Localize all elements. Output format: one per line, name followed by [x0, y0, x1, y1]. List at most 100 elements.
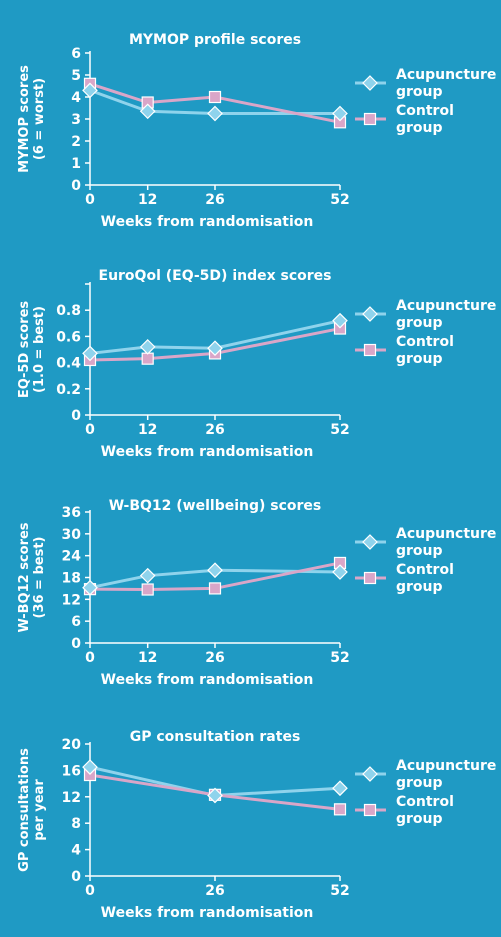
legend-marker-control	[363, 343, 377, 357]
y-axis-label: per year	[32, 779, 47, 841]
y-tick-label: 0.6	[56, 329, 81, 345]
legend-label-control: group	[396, 579, 443, 595]
legend-marker-acupuncture	[362, 534, 378, 550]
data-point-acupuncture	[82, 759, 98, 775]
y-tick-label: 5	[71, 68, 81, 84]
y-axis-label: (1.0 = best)	[32, 306, 47, 393]
chart-title: EuroQol (EQ-5D) index scores	[99, 268, 332, 284]
chart-title: GP consultation rates	[130, 729, 301, 745]
y-tick-label: 0	[71, 408, 81, 424]
series-line-acupuncture	[89, 319, 341, 355]
data-point-acupuncture	[332, 564, 348, 580]
data-point-acupuncture	[332, 780, 348, 797]
legend-label-acupuncture: Acupuncture	[396, 758, 496, 774]
y-tick-label: 36	[62, 505, 81, 521]
x-tick-label: 26	[205, 192, 224, 208]
legend-marker-control	[363, 571, 377, 585]
legend-marker-acupuncture	[362, 306, 378, 322]
x-tick-label: 26	[205, 650, 224, 666]
y-tick-label: 0.2	[56, 382, 81, 398]
data-point-acupuncture	[207, 105, 223, 122]
y-axis-label: MYMOP scores	[17, 65, 32, 173]
x-tick-label: 52	[330, 650, 349, 666]
data-point-control	[208, 582, 222, 595]
y-tick-label: 1	[71, 156, 81, 172]
chart-panel-2: EuroQol (EQ-5D) index scores 0 0.2 0.4 0.6 0.…	[17, 268, 496, 460]
data-point-acupuncture	[82, 345, 98, 362]
x-tick-label: 52	[330, 883, 349, 899]
legend-label-acupuncture: Acupuncture	[396, 526, 496, 542]
data-point-acupuncture	[139, 567, 156, 584]
x-tick-label: 52	[330, 422, 349, 438]
y-tick-label: 18	[62, 571, 81, 587]
x-tick-label: 0	[85, 422, 95, 438]
y-tick-label: 24	[62, 549, 82, 565]
data-point-acupuncture	[139, 103, 156, 120]
y-tick-label: 4	[71, 843, 81, 859]
x-tick-label: 52	[330, 192, 349, 208]
y-tick-label: 12	[62, 790, 81, 806]
y-axis-label: (6 = worst)	[32, 78, 47, 160]
legend-marker-control	[363, 112, 377, 126]
series-line-acupuncture	[89, 88, 340, 115]
legend-marker-control	[363, 803, 377, 817]
data-point-acupuncture	[332, 312, 348, 329]
x-tick-label: 26	[205, 422, 224, 438]
legend-label-control: group	[396, 351, 443, 367]
data-point-control	[333, 803, 347, 816]
x-tick-label: 0	[85, 650, 95, 666]
chart-panel-3: W-BQ12 (wellbeing) scores 0 6 12 18 24 30 36 0 12…	[17, 498, 496, 688]
legend-label-control: Control	[396, 794, 454, 810]
y-tick-label: 0.8	[56, 303, 81, 319]
data-point-control	[141, 352, 154, 365]
data-point-control	[141, 583, 154, 596]
legend-label-control: Control	[396, 562, 454, 578]
legend-label-acupuncture: Acupuncture	[396, 67, 496, 83]
data-point-control	[208, 90, 222, 104]
y-tick-label: 0	[71, 869, 81, 885]
chart-panel-4: GP consultation rates 0 4 8 12 16 20 0 26 52 Weeks…	[17, 729, 496, 921]
legend-marker-acupuncture	[362, 75, 378, 91]
y-tick-label: 0.4	[56, 356, 81, 372]
legend-label-acupuncture: group	[396, 543, 443, 559]
data-point-acupuncture	[207, 562, 223, 579]
y-tick-label: 0	[71, 636, 81, 652]
y-tick-label: 30	[62, 527, 82, 543]
chart-title: W-BQ12 (wellbeing) scores	[109, 498, 322, 514]
series-line-control	[89, 561, 341, 592]
legend-marker-acupuncture	[362, 766, 378, 782]
data-point-acupuncture	[82, 579, 98, 596]
y-axis-label: (36 = best)	[32, 537, 47, 619]
x-tick-label: 12	[138, 422, 157, 438]
x-tick-label: 0	[85, 883, 95, 899]
y-tick-label: 2	[71, 134, 81, 150]
x-tick-label: 12	[138, 650, 157, 666]
legend-label-acupuncture: Acupuncture	[396, 298, 496, 314]
y-tick-label: 8	[71, 816, 81, 832]
y-tick-label: 4	[71, 90, 81, 106]
chart-title: MYMOP profile scores	[129, 32, 301, 48]
x-tick-label: 26	[205, 883, 224, 899]
data-point-acupuncture	[139, 339, 156, 355]
y-tick-label: 12	[62, 592, 81, 608]
legend-label-acupuncture: group	[396, 775, 443, 791]
data-point-acupuncture	[207, 340, 223, 357]
legend-label-control: group	[396, 811, 443, 827]
y-tick-label: 3	[71, 112, 81, 128]
series-line-control	[89, 327, 341, 362]
x-axis-label: Weeks from randomisation	[101, 444, 314, 460]
x-tick-label: 12	[138, 192, 157, 208]
y-axis-label: GP consultations	[17, 748, 32, 872]
x-tick-label: 0	[85, 192, 95, 208]
data-point-acupuncture	[332, 105, 348, 122]
x-axis-label: Weeks from randomisation	[101, 672, 314, 688]
legend-label-acupuncture: group	[396, 315, 443, 331]
y-tick-label: 20	[62, 737, 82, 753]
y-axis-label: W-BQ12 scores	[17, 522, 32, 632]
y-axis-label: EQ-5D scores	[17, 301, 32, 399]
data-point-acupuncture	[207, 787, 223, 804]
legend-label-acupuncture: group	[396, 84, 443, 100]
series-line-acupuncture	[89, 568, 341, 590]
legend-label-control: Control	[396, 103, 454, 119]
